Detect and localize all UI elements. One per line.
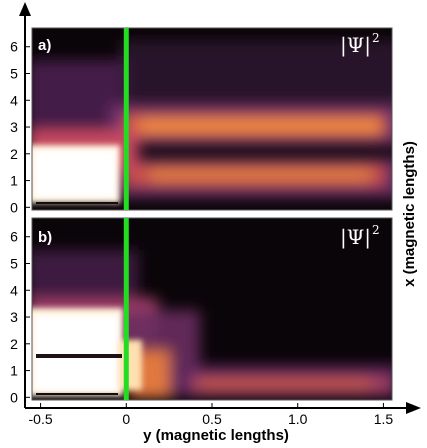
bottom-axis: -0.5 0 0.5 1.0 1.5 (25, 402, 421, 427)
y-tick-label-panel-a: 0 (10, 199, 18, 215)
x-axis-arrow (406, 402, 421, 414)
x-axis-label: y (magnetic lengths) (143, 427, 289, 444)
panel-a-label: a) (38, 37, 51, 54)
panel-a-quantity-label: |Ψ| 2 (340, 31, 380, 58)
y-tick-label-panel-b: 1 (10, 363, 18, 379)
y-tick-label-panel-b: 6 (10, 229, 18, 245)
y-tick-label-panel-a: 4 (10, 92, 18, 108)
x-tick-label: 1.0 (288, 411, 308, 427)
y-tick-label-panel-b: 4 (10, 282, 18, 298)
y-axis-label: x (magnetic lengths) (401, 141, 418, 287)
y-tick-label-panel-b: 2 (10, 336, 18, 352)
x-tick-label: -0.5 (29, 411, 53, 427)
y-axis-arrow (19, 2, 31, 16)
panel-b-quantity-label: |Ψ| 2 (340, 223, 380, 250)
panel-b-label: b) (38, 229, 52, 246)
svg-text:|Ψ|: |Ψ| (340, 33, 371, 58)
panel-a-heatmap (32, 40, 392, 204)
y-tick-label-panel-b: 5 (10, 256, 18, 272)
y-tick-label-panel-a: 2 (10, 146, 18, 162)
y-tick-label-panel-b: 0 (10, 389, 18, 405)
svg-text:2: 2 (372, 31, 380, 45)
panel-b: b) |Ψ| 2 (31, 217, 393, 401)
panel-a-frame (31, 27, 393, 211)
y-tick-label-panel-a: 1 (10, 173, 18, 189)
panel-b-frame (31, 217, 393, 401)
left-axis: 0 1 2 3 4 5 6 0 1 2 3 4 5 6 (10, 2, 31, 408)
y-tick-label-panel-a: 5 (10, 66, 18, 82)
x-tick-label: 0.5 (202, 411, 222, 427)
svg-text:|Ψ|: |Ψ| (340, 225, 371, 250)
y-tick-label-panel-a: 3 (10, 119, 18, 135)
y-tick-label-panel-b: 3 (10, 309, 18, 325)
panel-a: a) |Ψ| 2 (31, 27, 393, 211)
svg-text:2: 2 (372, 223, 380, 237)
y-tick-label-panel-a: 6 (10, 39, 18, 55)
x-tick-label: 0 (122, 411, 130, 427)
panel-b-heatmap (32, 250, 392, 398)
x-tick-label: 1.5 (374, 411, 394, 427)
